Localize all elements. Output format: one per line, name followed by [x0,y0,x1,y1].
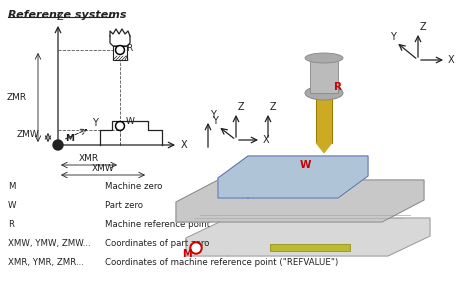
Text: W: W [8,201,17,210]
Text: R: R [8,220,14,229]
Polygon shape [176,180,424,222]
Text: W: W [300,160,311,170]
Text: XMR: XMR [79,154,99,163]
Text: M: M [65,134,74,143]
Text: Part zero: Part zero [105,201,143,210]
Circle shape [117,47,123,53]
Text: Z: Z [238,102,245,112]
Text: X: X [448,55,455,65]
Polygon shape [186,218,430,256]
Text: Coordinates of part zero: Coordinates of part zero [105,239,210,248]
Text: M: M [182,249,191,259]
Text: XMW: XMW [91,164,114,173]
Text: Y: Y [390,32,396,42]
Text: R: R [126,43,132,52]
Text: Machine reference point: Machine reference point [105,220,210,229]
Text: X: X [181,140,188,150]
Text: Z: Z [270,102,277,112]
Bar [113,46,127,60]
Ellipse shape [305,86,343,100]
Text: Z: Z [420,22,427,32]
Circle shape [190,242,202,254]
Circle shape [192,244,200,252]
Text: R: R [334,82,342,92]
Text: ZMR: ZMR [7,93,27,102]
Text: Coordinates of machine reference point ("REFVALUE"): Coordinates of machine reference point (… [105,258,338,267]
Bar [310,58,338,93]
Circle shape [116,121,125,131]
Text: Y: Y [210,110,216,120]
Ellipse shape [305,53,343,63]
Text: Reference systems: Reference systems [8,10,127,20]
Text: XMR, YMR, ZMR...: XMR, YMR, ZMR... [8,258,84,267]
Text: Z: Z [57,12,64,22]
Text: W: W [126,117,135,126]
Text: Y: Y [92,118,98,128]
Text: ZMW: ZMW [17,130,40,139]
Text: Machine zero: Machine zero [105,182,163,191]
Polygon shape [316,143,332,153]
Text: Y: Y [212,116,218,126]
Bar [270,244,350,251]
Text: X: X [263,135,270,145]
Text: XMW, YMW, ZMW...: XMW, YMW, ZMW... [8,239,91,248]
Circle shape [116,46,125,55]
Text: M: M [8,182,16,191]
Bar [316,93,332,143]
Circle shape [117,123,123,129]
Polygon shape [218,156,368,198]
Circle shape [53,140,63,150]
